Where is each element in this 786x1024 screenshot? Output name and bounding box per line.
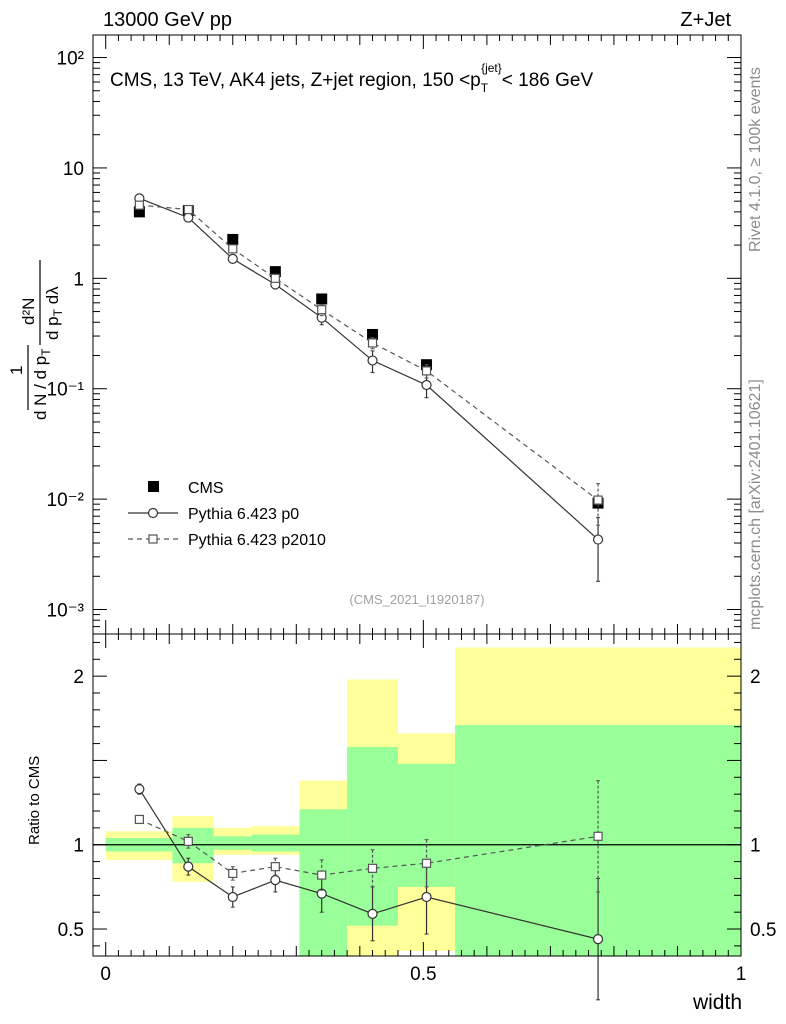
y-tick-label: 10⁻¹ bbox=[47, 380, 85, 401]
data-point-p0 bbox=[421, 379, 432, 391]
ratio-y-tick-label: 0.5 bbox=[58, 920, 84, 941]
data-point-p2010 bbox=[421, 366, 432, 376]
main-ticks: 10⁻³ 10⁻² 10⁻¹ 1 10 10² bbox=[47, 35, 742, 635]
legend-marker-cms bbox=[148, 481, 159, 492]
main-y-axis-label: 1 d N / d pT d²N d pT dλ bbox=[7, 260, 65, 420]
ratio-point-p2010 bbox=[593, 831, 603, 841]
ratio-point-p0 bbox=[421, 891, 432, 903]
uncertainty-band-green bbox=[251, 834, 300, 852]
ratio-point-p2010 bbox=[228, 868, 238, 878]
y-tick-label: 10 bbox=[63, 159, 84, 180]
y-tick-label: 10² bbox=[57, 49, 84, 70]
ratio-point-p0 bbox=[270, 875, 281, 886]
data-point-p0 bbox=[227, 253, 238, 264]
ratio-point-p0 bbox=[592, 934, 604, 945]
data-point-p2010 bbox=[270, 273, 280, 283]
rivet-version-label: Rivet 4.1.0, ≥ 100k events bbox=[747, 67, 764, 252]
ratio-ticks: 0.5 0.5 1 1 2 2 0 0.5 1 bbox=[58, 634, 776, 985]
data-point-p2010 bbox=[317, 305, 327, 315]
mcplots-label: mcplots.cern.ch [arXiv:2401.10621] bbox=[747, 379, 764, 630]
ratio-point-p2010 bbox=[134, 814, 144, 825]
ratio-point-p2010 bbox=[421, 858, 432, 868]
x-tick-label: 1 bbox=[736, 964, 747, 985]
legend: CMS Pythia 6.423 p0 Pythia 6.423 p2010 bbox=[128, 480, 326, 549]
ratio-point-p0 bbox=[316, 888, 327, 899]
data-point-p2010 bbox=[183, 204, 193, 215]
ratio-point-p0 bbox=[183, 861, 194, 872]
legend-label: Pythia 6.423 p2010 bbox=[188, 532, 326, 549]
series-line-2 bbox=[139, 204, 599, 501]
process-label: Z+Jet bbox=[680, 9, 731, 31]
ratio-y-tick-label-right: 1 bbox=[750, 836, 761, 857]
main-panel: 10⁻³ 10⁻² 10⁻¹ 1 10 10² CMS, 13 TeV, AK4 jets… bbox=[7, 34, 742, 635]
svg-text:d pT dλ: d pT dλ bbox=[43, 286, 65, 340]
main-title: CMS, 13 TeV, AK4 jets, Z+jet region, 150… bbox=[110, 61, 593, 95]
y-tick-label: 10⁻² bbox=[47, 490, 85, 511]
legend-marker-p0 bbox=[147, 507, 159, 519]
ratio-point-p2010 bbox=[270, 862, 280, 872]
data-point-p2010 bbox=[134, 200, 144, 210]
ratio-y-tick-label: 1 bbox=[73, 836, 84, 857]
ratio-point-p0 bbox=[367, 908, 378, 919]
data-point-cms bbox=[227, 233, 239, 245]
x-tick-label: 0.5 bbox=[410, 964, 436, 985]
ratio-panel: 0.5 0.5 1 1 2 2 0 0.5 1 Ratio to CMS width bbox=[26, 633, 776, 1014]
main-marks bbox=[133, 193, 604, 582]
y-tick-label: 1 bbox=[73, 269, 84, 290]
legend-marker-p2010 bbox=[148, 534, 158, 544]
ratio-y-tick-label-right: 0.5 bbox=[750, 920, 776, 941]
ratio-point-p0 bbox=[134, 783, 145, 795]
data-point-p0 bbox=[592, 534, 604, 545]
data-point-p0 bbox=[183, 212, 194, 223]
data-point-cms bbox=[367, 328, 379, 340]
ratio-y-axis-label: Ratio to CMS bbox=[26, 756, 43, 845]
ratio-point-p0 bbox=[227, 891, 238, 903]
svg-text:d N / d pT: d N / d pT bbox=[31, 348, 53, 420]
x-tick-label: 0 bbox=[100, 964, 111, 985]
series-line-1 bbox=[139, 197, 599, 541]
x-axis-label: width bbox=[692, 991, 742, 1014]
y-tick-label: 10⁻³ bbox=[47, 601, 85, 622]
ratio-point-p2010 bbox=[317, 870, 327, 880]
ratio-point-p2010 bbox=[367, 863, 378, 873]
uncertainty-band-green bbox=[213, 836, 252, 850]
data-point-p2010 bbox=[367, 338, 378, 348]
svg-text:d²N: d²N bbox=[19, 298, 38, 325]
uncertainty-band-green bbox=[299, 809, 348, 956]
svg-text:1: 1 bbox=[7, 366, 26, 375]
ratio-marks bbox=[134, 780, 604, 1001]
data-point-p0 bbox=[367, 355, 378, 366]
ratio-y-tick-label-right: 2 bbox=[750, 667, 761, 688]
ratio-y-tick-label: 2 bbox=[73, 667, 84, 688]
data-point-cms bbox=[133, 206, 145, 218]
data-point-p2010 bbox=[593, 495, 603, 505]
data-point-p2010 bbox=[228, 244, 238, 254]
legend-label: Pythia 6.423 p0 bbox=[188, 506, 299, 523]
analysis-id: (CMS_2021_I1920187) bbox=[349, 592, 484, 607]
data-point-cms bbox=[316, 293, 328, 305]
uncertainty-band-green bbox=[172, 827, 214, 864]
ratio-point-p2010 bbox=[183, 836, 193, 846]
energy-label: 13000 GeV pp bbox=[103, 9, 232, 31]
ratio-line-1 bbox=[139, 818, 599, 876]
ratio-frame bbox=[92, 633, 742, 957]
ratio-line-0 bbox=[138, 788, 599, 940]
ratio-bands bbox=[93, 647, 741, 956]
legend-label: CMS bbox=[188, 480, 224, 497]
data-point-cms bbox=[269, 266, 281, 278]
